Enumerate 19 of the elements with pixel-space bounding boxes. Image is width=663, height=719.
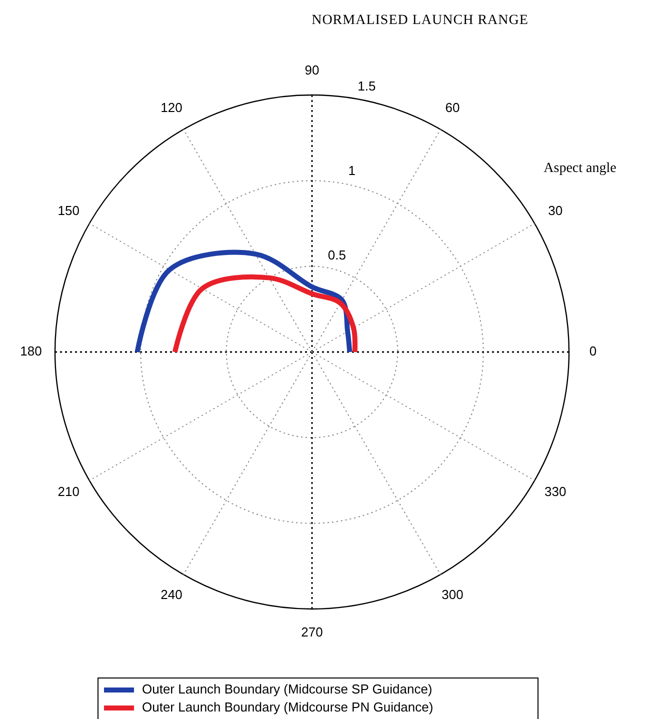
spoke-label: 30 [548, 202, 563, 218]
spoke-label: 210 [58, 484, 80, 499]
y-tick-label: 0.5 [328, 247, 346, 262]
text: Aspect angle [544, 161, 616, 176]
spoke-label: 120 [160, 100, 182, 116]
spoke-label: 180 [20, 343, 42, 358]
spoke-label: 90 [304, 62, 320, 78]
legend-label: Outer Launch Boundary (Midcourse SP Guidance) [142, 681, 432, 696]
y-tick-label: 1 [348, 162, 356, 178]
spoke-label: 240 [160, 586, 182, 602]
spoke-label: 150 [58, 202, 80, 218]
chart-title: NORMALISED LAUNCH RANGE [312, 13, 528, 28]
spoke-label: 330 [544, 484, 566, 499]
y-tick-label: 1.5 [358, 78, 376, 94]
spoke-label: 0 [589, 343, 597, 358]
spoke-label: 60 [445, 100, 460, 116]
legend-label: Outer Launch Boundary (Midcourse PN Guidance) [142, 699, 434, 714]
spoke-label: 300 [442, 586, 464, 602]
spoke-label: 270 [301, 624, 323, 640]
